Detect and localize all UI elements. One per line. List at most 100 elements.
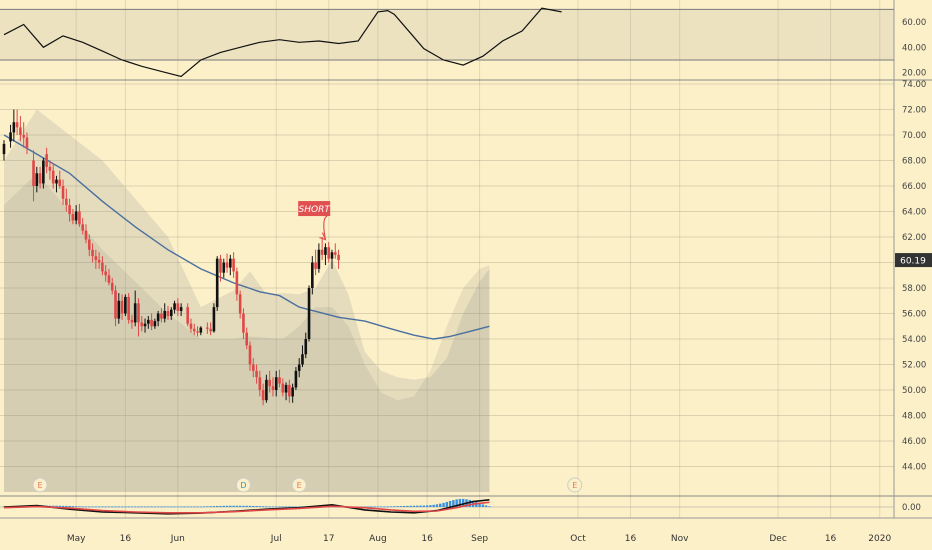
macd-histogram-bar	[88, 506, 91, 508]
candle-body	[68, 205, 71, 215]
candle-body	[215, 258, 219, 308]
candle-body	[58, 179, 62, 186]
macd-histogram-bar	[406, 505, 409, 507]
candle-body	[199, 327, 203, 333]
macd-tick-label: 0.00	[902, 503, 921, 513]
macd-histogram-bar	[412, 505, 416, 507]
candle-body	[251, 364, 255, 371]
price-tick-label: 52.00	[902, 361, 926, 371]
macd-histogram-bar	[81, 506, 84, 508]
event-marker-label: D	[240, 481, 246, 490]
price-tick-label: 72.00	[902, 106, 926, 116]
candle-body	[84, 230, 88, 240]
candle-body	[117, 300, 121, 319]
macd-histogram-bar	[439, 503, 442, 507]
candle-body	[48, 166, 52, 171]
candle-body	[179, 307, 183, 311]
macd-histogram-bar	[183, 506, 186, 508]
candle-body	[304, 339, 308, 355]
macd-histogram-bar	[396, 506, 399, 507]
candle-body	[130, 319, 134, 323]
candle-body	[186, 307, 189, 324]
candle-body	[71, 214, 75, 221]
candle-body	[163, 310, 167, 319]
macd-histogram-bar	[170, 506, 173, 508]
macd-histogram-bar	[179, 506, 183, 508]
candle-body	[94, 256, 98, 260]
candle-body	[206, 327, 209, 329]
candle-body	[317, 249, 321, 269]
macd-histogram-bar	[281, 506, 284, 508]
macd-histogram-bar	[134, 506, 137, 508]
macd-histogram-bar	[422, 505, 426, 507]
candle-body	[196, 331, 199, 333]
macd-histogram-bar	[452, 500, 455, 507]
candle-body	[225, 262, 229, 268]
macd-histogram-bar	[481, 504, 485, 507]
short-annotation-box	[298, 201, 331, 217]
price-tick-label: 54.00	[902, 335, 926, 345]
macd-histogram-bar	[373, 506, 376, 508]
candle-body	[2, 143, 6, 155]
candle-body	[12, 122, 16, 133]
candle-body	[219, 258, 222, 273]
macd-histogram-bar	[278, 506, 281, 508]
time-tick-label: 16	[625, 534, 637, 544]
candle-body	[19, 127, 22, 135]
candle-body	[153, 321, 157, 327]
event-marker-label: E	[297, 481, 302, 490]
candle-body	[65, 198, 68, 206]
macd-histogram-bar	[163, 506, 166, 508]
price-tick-label: 46.00	[902, 437, 926, 447]
candle-body	[333, 252, 337, 255]
short-annotation-arrowhead	[319, 232, 327, 241]
macd-histogram-bar	[363, 506, 366, 508]
macd-histogram-bar	[275, 506, 278, 508]
macd-histogram-bar	[462, 498, 465, 507]
macd-histogram-bar	[393, 506, 396, 508]
candle-body	[176, 303, 180, 311]
macd-histogram-bar	[124, 506, 127, 508]
candle-body	[87, 239, 91, 250]
macd-histogram-bar	[255, 506, 258, 507]
rsi-range-band	[0, 9, 894, 61]
macd-histogram-bar	[84, 506, 88, 508]
macd-histogram-bar	[409, 505, 412, 507]
macd-histogram-bar	[389, 506, 393, 508]
last-price-marker	[895, 253, 932, 268]
macd-histogram-bar	[166, 506, 170, 508]
candle-body	[15, 122, 19, 128]
candle-body	[114, 290, 117, 319]
candle-body	[101, 262, 104, 272]
macd-histogram-bar	[130, 506, 134, 508]
macd-histogram-bar	[160, 506, 163, 508]
candle-body	[284, 384, 288, 393]
macd-histogram-bar	[245, 505, 248, 507]
macd-histogram-bar	[107, 506, 111, 508]
macd-histogram-bar	[258, 506, 262, 507]
macd-histogram-bar	[268, 506, 271, 508]
macd-histogram-bar	[225, 505, 229, 507]
time-tick-label: Jun	[170, 534, 185, 544]
price-tick-label: 68.00	[902, 157, 926, 167]
time-tick-label: Aug	[369, 534, 387, 544]
candle-body	[324, 247, 327, 255]
candle-body	[143, 323, 147, 327]
macd-histogram-bar	[193, 506, 196, 508]
candle-body	[192, 328, 196, 332]
candle-body	[156, 313, 160, 322]
candle-body	[160, 313, 163, 319]
candle-body	[242, 313, 245, 333]
macd-histogram-bar	[111, 506, 114, 508]
candle-body	[150, 319, 153, 327]
macd-line	[3, 501, 490, 514]
price-tick-label: 50.00	[902, 386, 926, 396]
macd-histogram-bar	[209, 506, 212, 507]
macd-histogram-bar	[429, 505, 432, 507]
macd-histogram-bar	[288, 506, 291, 508]
macd-histogram-bar	[399, 506, 403, 507]
candle-body	[189, 323, 193, 329]
macd-histogram-bar	[104, 506, 107, 508]
